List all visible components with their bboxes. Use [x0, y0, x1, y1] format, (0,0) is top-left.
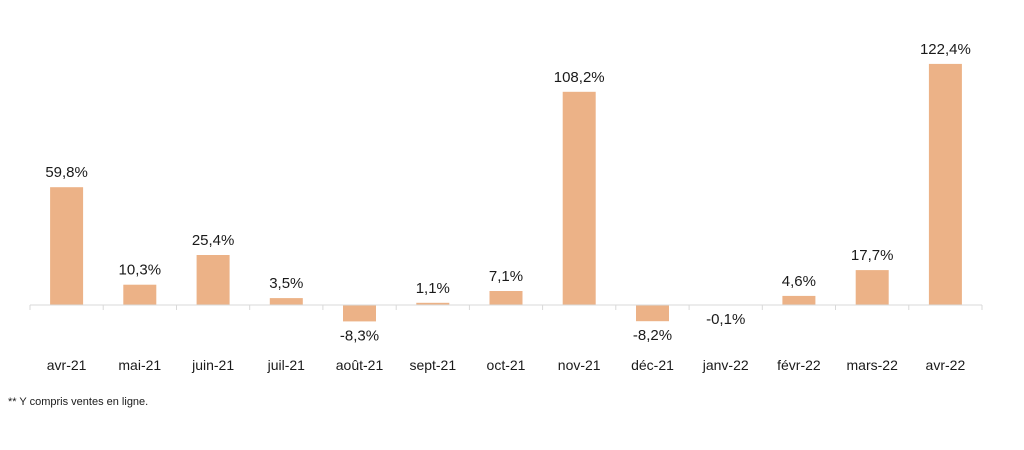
tick-label-févr-22: févr-22: [777, 357, 821, 373]
data-label-avr-21: 59,8%: [45, 164, 88, 181]
footnote: ** Y compris ventes en ligne.: [8, 396, 149, 408]
bar-juin-21: [196, 255, 230, 305]
tick-label-avr-22: avr-22: [926, 357, 966, 373]
bar-sept-21: [416, 302, 450, 305]
data-label-sept-21: 1,1%: [416, 280, 450, 297]
data-label-déc-21: -8,2%: [633, 327, 672, 344]
data-label-févr-22: 4,6%: [782, 273, 816, 290]
bar-avr-21: [50, 187, 84, 305]
data-label-janv-22: -0,1%: [706, 311, 745, 328]
bar-mars-22: [855, 270, 889, 305]
bar-nov-21: [562, 91, 596, 305]
bar-févr-22: [782, 295, 816, 305]
data-label-nov-21: 108,2%: [554, 69, 605, 86]
tick-label-oct-21: oct-21: [487, 357, 526, 373]
tick-label-août-21: août-21: [336, 357, 384, 373]
data-label-mars-22: 17,7%: [851, 247, 894, 264]
bar-chart: 59,8% avr-21 10,3% mai-21 25,4% juin-21 3,5% ju…: [29, 41, 983, 373]
tick-label-nov-21: nov-21: [558, 357, 601, 373]
tick-label-déc-21: déc-21: [631, 357, 674, 373]
tick-label-janv-22: janv-22: [702, 357, 749, 373]
data-label-oct-21: 7,1%: [489, 268, 523, 285]
tick-label-mai-21: mai-21: [118, 357, 161, 373]
tick-label-avr-21: avr-21: [47, 357, 87, 373]
data-label-avr-22: 122,4%: [920, 41, 971, 58]
data-label-juil-21: 3,5%: [269, 275, 303, 292]
bar-oct-21: [489, 291, 523, 305]
bar-mai-21: [123, 284, 157, 305]
data-label-août-21: -8,3%: [340, 327, 379, 344]
bar-déc-21: [636, 305, 669, 322]
bar-juil-21: [269, 298, 303, 305]
tick-label-mars-22: mars-22: [847, 357, 899, 373]
tick-label-juin-21: juin-21: [191, 357, 234, 373]
data-label-juin-21: 25,4%: [192, 232, 235, 249]
data-label-mai-21: 10,3%: [119, 262, 162, 279]
tick-label-sept-21: sept-21: [409, 357, 456, 373]
bar-août-21: [343, 305, 376, 322]
tick-label-juil-21: juil-21: [267, 357, 306, 373]
bar-avr-22: [928, 63, 962, 306]
